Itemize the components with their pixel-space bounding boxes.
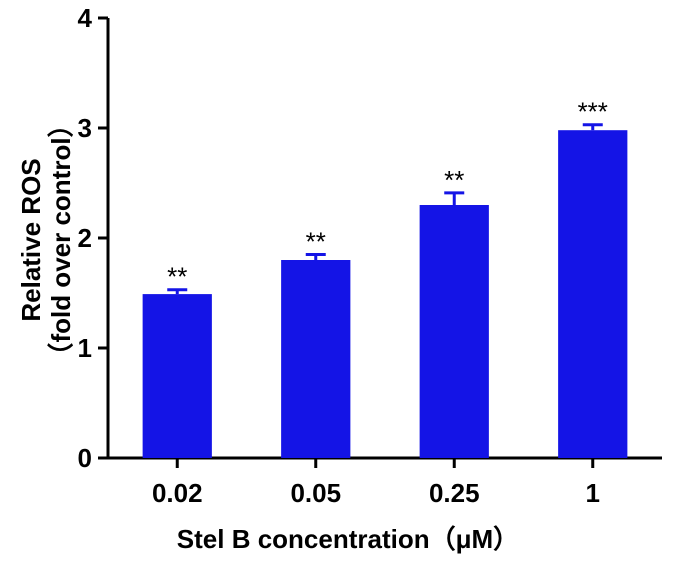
- x-tick-label-3: 1: [586, 478, 600, 508]
- bar-1: [281, 260, 351, 458]
- y-tick-label-0: 0: [78, 443, 92, 473]
- significance-label-2: **: [444, 165, 464, 195]
- y-axis-title: Relative ROS: [16, 158, 46, 321]
- y-tick-label-3: 3: [78, 113, 92, 143]
- bar-0: [142, 294, 212, 458]
- significance-label-0: **: [167, 262, 187, 292]
- x-tick-label-2: 0.25: [429, 478, 480, 508]
- significance-label-1: **: [306, 227, 326, 257]
- bar-3: [558, 130, 628, 458]
- x-axis: 0.02 0.05 0.25 1: [106, 456, 662, 508]
- y-axis: 0 1 2 3 4: [78, 3, 110, 473]
- y-tick-label-2: 2: [78, 223, 92, 253]
- bars-group: *********: [142, 97, 628, 458]
- y-axis-subtitle: （fold over control）: [46, 111, 76, 368]
- x-tick-label-1: 0.05: [290, 478, 341, 508]
- bar-2: [419, 205, 489, 458]
- x-axis-title: Stel B concentration（μM）: [177, 524, 519, 554]
- y-tick-label-1: 1: [78, 333, 92, 363]
- y-tick-label-4: 4: [78, 3, 93, 33]
- x-tick-label-0: 0.02: [152, 478, 203, 508]
- significance-label-3: ***: [578, 97, 608, 127]
